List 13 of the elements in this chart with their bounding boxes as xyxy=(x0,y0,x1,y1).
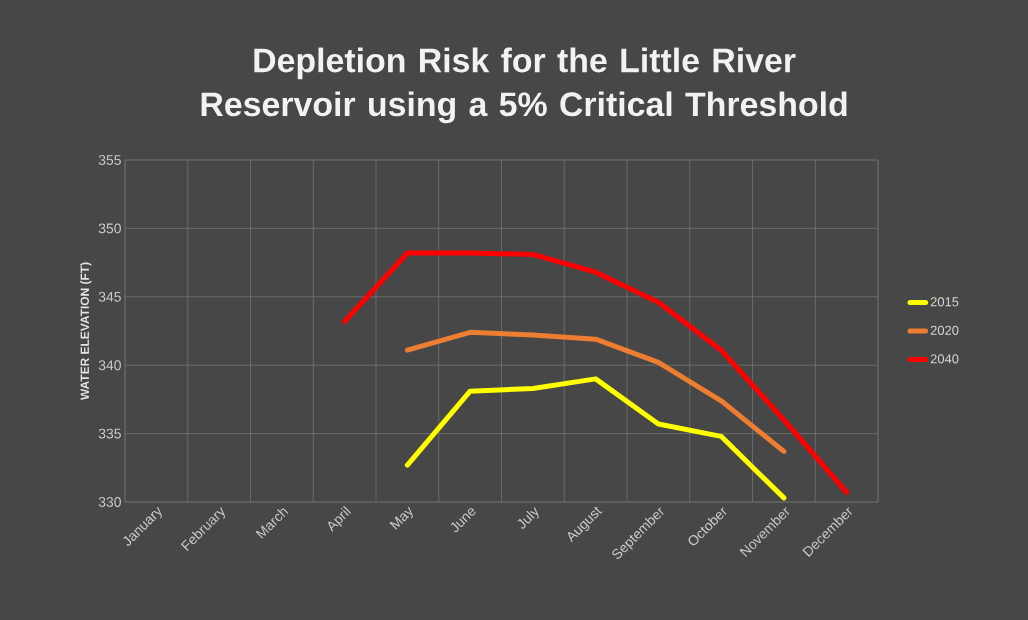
y-tick-label: 335 xyxy=(98,428,121,439)
legend-label: 2020 xyxy=(930,325,959,335)
x-tick-label: July xyxy=(517,507,539,529)
y-tick-label: 330 xyxy=(98,497,121,507)
y-axis-title: WATER ELEVATION (FT) xyxy=(80,262,92,401)
chart-title: Depletion Risk for the Little River Reservoir using a 5% Critical Threshold xyxy=(201,47,847,124)
y-tick-label: 340 xyxy=(98,360,121,371)
y-tick-label: 350 xyxy=(98,223,121,234)
y-tick-label: 345 xyxy=(98,291,121,302)
legend-label: 2040 xyxy=(930,354,959,364)
y-tick-label: 355 xyxy=(98,155,121,165)
x-tick-label: May xyxy=(389,506,413,530)
legend-label: 2015 xyxy=(930,297,959,307)
